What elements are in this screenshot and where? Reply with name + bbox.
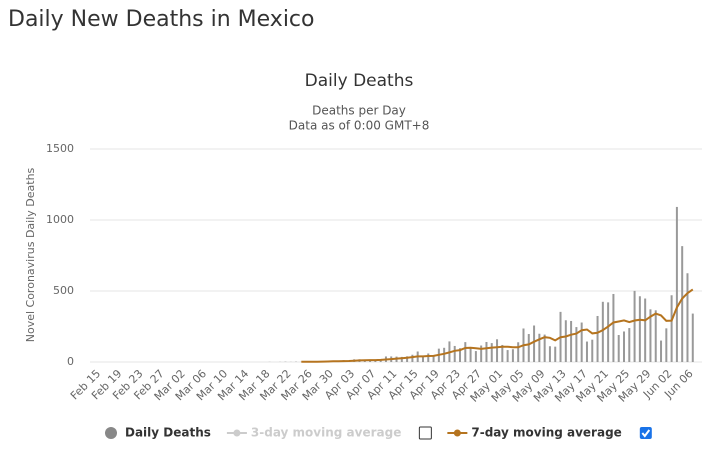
bar	[675, 206, 678, 362]
bar	[543, 334, 546, 362]
bar	[623, 331, 625, 362]
bar	[421, 356, 424, 362]
bar	[660, 340, 663, 362]
bar	[538, 333, 541, 362]
bar	[400, 356, 403, 362]
bar	[649, 309, 652, 362]
bar	[580, 322, 583, 362]
bar	[612, 293, 615, 362]
bar	[501, 344, 504, 362]
y-axis-label: Novel Coronavirus Daily Deaths	[24, 167, 37, 342]
legend-checkbox[interactable]	[418, 426, 432, 440]
y-tick-label: 500	[53, 284, 74, 297]
bar	[548, 346, 551, 362]
bar	[533, 325, 536, 362]
bar	[432, 356, 435, 362]
bar	[638, 296, 641, 362]
y-tick-label: 1000	[46, 213, 74, 226]
bar	[681, 246, 684, 362]
bar	[601, 301, 604, 362]
legend-marker[interactable]	[453, 429, 461, 437]
bar	[406, 356, 409, 362]
bar	[517, 342, 520, 362]
bar	[474, 351, 477, 362]
bar	[496, 339, 499, 362]
bar	[464, 342, 467, 362]
legend-checkbox[interactable]	[639, 427, 652, 439]
bar	[411, 354, 414, 362]
bar	[459, 348, 462, 362]
bar	[427, 353, 430, 362]
bar	[691, 313, 694, 362]
legend-label[interactable]: 3-day moving average	[251, 426, 401, 440]
bar	[633, 290, 636, 362]
chart-subtitle: Deaths per Day	[312, 104, 406, 118]
bar	[511, 349, 514, 362]
bar	[506, 350, 509, 362]
chart-subtitle: Data as of 0:00 GMT+8	[289, 119, 430, 133]
bar	[480, 345, 483, 362]
bar	[485, 341, 488, 362]
bar	[617, 335, 620, 362]
bar	[644, 298, 647, 362]
legend-label[interactable]: Daily Deaths	[125, 426, 211, 440]
bar	[527, 334, 530, 362]
bar	[654, 310, 657, 362]
bar	[665, 328, 668, 362]
legend-marker[interactable]	[105, 427, 117, 439]
chart-title: Daily Deaths	[305, 71, 414, 91]
bar	[591, 339, 594, 362]
checkbox-box[interactable]	[639, 427, 652, 439]
bar	[490, 343, 493, 362]
legend-marker[interactable]	[233, 429, 241, 437]
bar	[628, 328, 631, 362]
bar	[469, 347, 472, 362]
moving-average-line	[301, 288, 694, 363]
y-tick-label: 0	[67, 355, 74, 368]
bar	[596, 315, 599, 362]
page-title: Daily New Deaths in Mexico	[8, 7, 315, 32]
bar	[585, 341, 588, 362]
bar	[607, 302, 610, 362]
bar	[453, 345, 456, 362]
bar	[686, 273, 689, 362]
bar	[443, 347, 446, 362]
checkmark	[641, 429, 651, 438]
bar	[570, 320, 573, 362]
legend-label[interactable]: 7-day moving average	[471, 426, 621, 440]
bar	[554, 346, 557, 362]
y-tick-label: 1500	[46, 142, 74, 155]
bar	[575, 327, 578, 362]
checkbox-box[interactable]	[418, 426, 432, 440]
bar	[564, 320, 567, 362]
bar	[670, 295, 673, 362]
